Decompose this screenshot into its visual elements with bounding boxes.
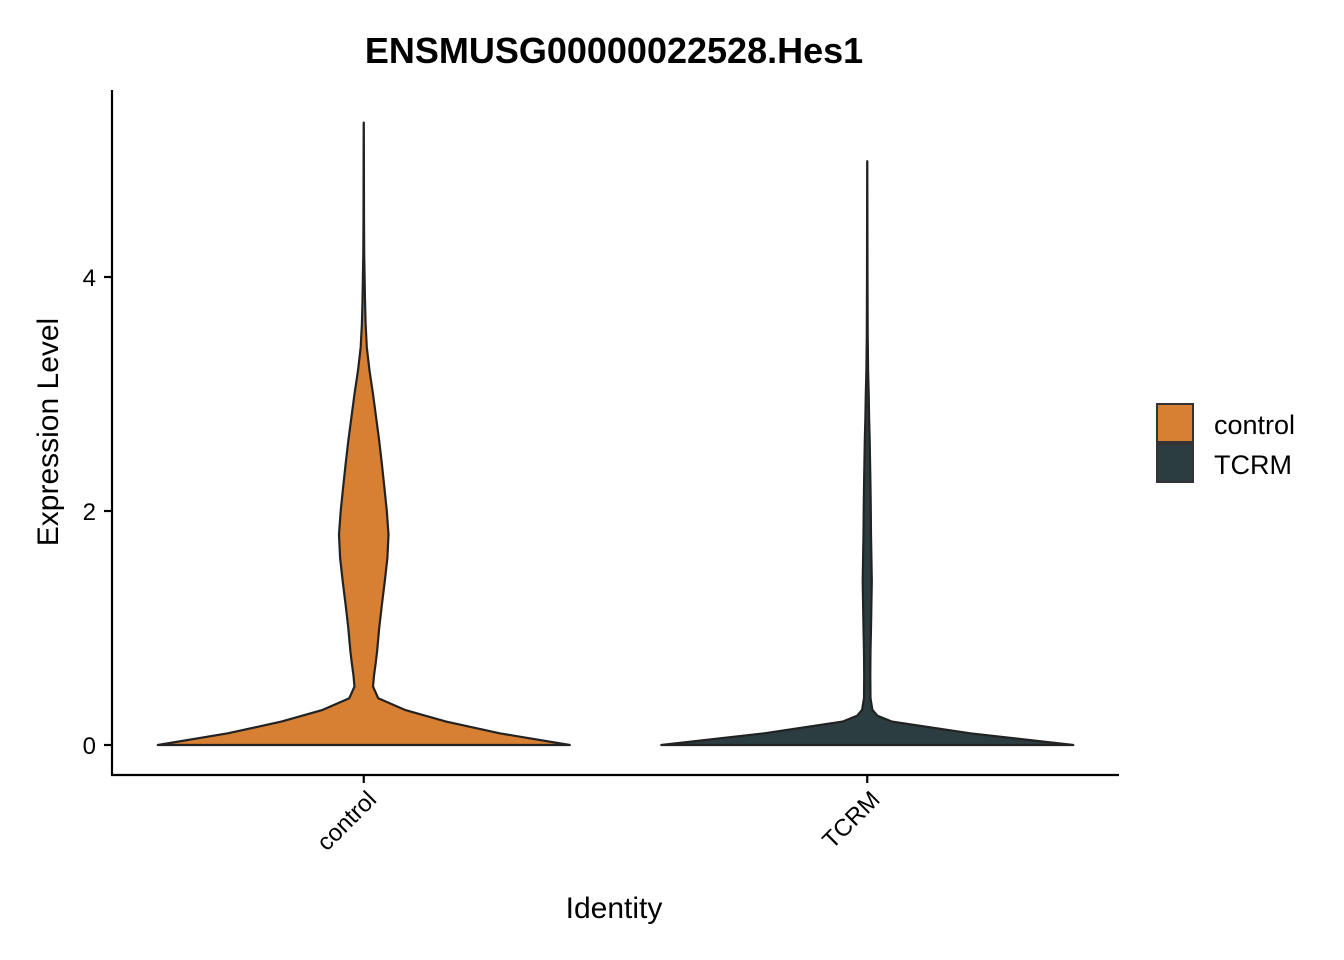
y-axis-ticks: 0 2 4 xyxy=(83,265,112,760)
y-tick-label: 4 xyxy=(83,265,96,292)
x-tick-label-control: control xyxy=(312,786,382,856)
legend-swatch-control xyxy=(1156,403,1194,443)
x-axis-title: Identity xyxy=(566,892,663,925)
legend-label-tcrm: TCRM xyxy=(1214,450,1292,480)
y-axis-title: Expression Level xyxy=(32,318,65,546)
violin-tcrm xyxy=(660,160,1075,747)
violin-control xyxy=(156,121,571,747)
chart-title: ENSMUSG00000022528.Hes1 xyxy=(365,30,863,71)
x-axis-ticks: control TCRM xyxy=(312,775,885,856)
legend: control TCRM xyxy=(1156,403,1295,483)
y-tick-label: 2 xyxy=(83,499,96,526)
legend-label-control: control xyxy=(1214,410,1295,440)
violin-group xyxy=(156,121,1075,747)
x-tick-label-tcrm: TCRM xyxy=(817,786,885,854)
y-tick-label: 0 xyxy=(83,733,96,760)
legend-swatch-tcrm xyxy=(1156,443,1194,483)
